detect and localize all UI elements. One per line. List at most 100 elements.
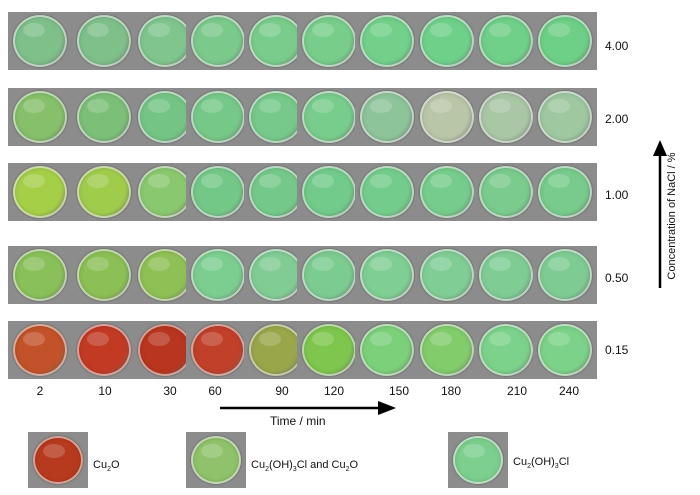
time-label-8: 180	[440, 384, 462, 398]
dish-cell-r2-c10	[533, 88, 597, 146]
petri-dish	[479, 91, 533, 143]
time-label-5: 90	[275, 384, 289, 398]
petri-dish	[138, 15, 192, 67]
petri-dish	[191, 249, 245, 301]
dish-cell-r5-c9	[474, 321, 538, 379]
dish-cell-r2-c2	[72, 88, 136, 146]
dish-cell-r5-c7	[355, 321, 419, 379]
dish-cell-r2-c9	[474, 88, 538, 146]
petri-dish	[420, 249, 474, 301]
dish-cell-r4-c9	[474, 246, 538, 304]
concentration-axis-title: Concentration of NaCl / %	[666, 152, 678, 280]
petri-dish	[479, 249, 533, 301]
dish-cell-r1-c7	[355, 12, 419, 70]
row-label-3: 1.00	[605, 188, 629, 202]
row-label-2: 2.00	[605, 112, 629, 126]
petri-dish	[302, 324, 356, 376]
dish-cell-r1-c8	[415, 12, 479, 70]
dish-cell-r2-c7	[355, 88, 419, 146]
dish-cell-r4-c1	[8, 246, 72, 304]
petri-dish	[249, 15, 303, 67]
dish-cell-r2-c4	[186, 88, 250, 146]
petri-dish	[13, 15, 67, 67]
dish-cell-r3-c8	[415, 163, 479, 221]
time-label-1: 2	[36, 384, 44, 398]
dish-cell-r5-c2	[72, 321, 136, 379]
petri-dish	[302, 249, 356, 301]
petri-dish	[479, 324, 533, 376]
concentration-axis-arrow	[653, 140, 667, 288]
time-label-6: 120	[323, 384, 345, 398]
petri-dish	[538, 166, 592, 218]
petri-dish	[249, 166, 303, 218]
dish-cell-r1-c2	[72, 12, 136, 70]
petri-dish	[302, 15, 356, 67]
petri-dish	[138, 324, 192, 376]
dish-cell-r2-c5	[244, 88, 308, 146]
petri-dish	[13, 91, 67, 143]
dish-cell-r5-c8	[415, 321, 479, 379]
dish-cell-r2-c1	[8, 88, 72, 146]
petri-dish	[191, 91, 245, 143]
petri-dish	[249, 324, 303, 376]
petri-dish	[360, 91, 414, 143]
dish-cell-r5-c1	[8, 321, 72, 379]
row-label-4: 0.50	[605, 271, 629, 285]
time-axis-title: Time / min	[270, 414, 326, 428]
legend-dish-mixed-sample	[191, 436, 241, 484]
petri-dish	[138, 166, 192, 218]
petri-dish	[77, 166, 131, 218]
dish-cell-r3-c7	[355, 163, 419, 221]
petri-dish	[138, 91, 192, 143]
legend-dish-cu2o	[28, 432, 88, 488]
petri-dish	[360, 249, 414, 301]
legend-label-basic-chloride: Cu2(OH)3Cl	[513, 456, 570, 471]
petri-dish	[77, 249, 131, 301]
petri-dish	[420, 324, 474, 376]
time-label-10: 240	[558, 384, 580, 398]
petri-dish	[13, 324, 67, 376]
petri-dish	[13, 166, 67, 218]
legend-dish-basic-chloride	[448, 432, 508, 488]
dish-cell-r1-c10	[533, 12, 597, 70]
petri-dish	[249, 91, 303, 143]
dish-cell-r2-c8	[415, 88, 479, 146]
petri-dish	[191, 166, 245, 218]
petri-dish	[538, 91, 592, 143]
dish-cell-r2-c6	[297, 88, 361, 146]
petri-dish	[138, 249, 192, 301]
dish-cell-r3-c2	[72, 163, 136, 221]
dish-cell-r3-c4	[186, 163, 250, 221]
time-axis-arrow	[220, 401, 396, 415]
legend-dish-mixed	[186, 432, 246, 488]
dish-cell-r3-c10	[533, 163, 597, 221]
dish-cell-r4-c10	[533, 246, 597, 304]
dish-cell-r4-c4	[186, 246, 250, 304]
dish-cell-r1-c9	[474, 12, 538, 70]
legend-label-mixed: Cu2(OH)3Cl and Cu2O	[251, 459, 359, 474]
petri-dish	[420, 91, 474, 143]
time-label-4: 60	[208, 384, 222, 398]
dish-cell-r5-c4	[186, 321, 250, 379]
dish-cell-r1-c6	[297, 12, 361, 70]
time-label-7: 150	[388, 384, 410, 398]
petri-dish	[77, 324, 131, 376]
legend-dish-basic-chloride-sample	[453, 436, 503, 484]
dish-cell-r5-c6	[297, 321, 361, 379]
dish-cell-r1-c4	[186, 12, 250, 70]
dish-cell-r4-c7	[355, 246, 419, 304]
dish-cell-r4-c8	[415, 246, 479, 304]
petri-dish	[360, 324, 414, 376]
petri-dish	[538, 15, 592, 67]
petri-dish	[191, 15, 245, 67]
time-label-3: 30	[163, 384, 177, 398]
petri-dish	[191, 324, 245, 376]
petri-dish	[420, 15, 474, 67]
time-label-9: 210	[506, 384, 528, 398]
row-label-5: 0.15	[605, 343, 629, 357]
dish-cell-r3-c9	[474, 163, 538, 221]
petri-dish	[538, 249, 592, 301]
petri-dish	[360, 15, 414, 67]
petri-dish	[302, 91, 356, 143]
